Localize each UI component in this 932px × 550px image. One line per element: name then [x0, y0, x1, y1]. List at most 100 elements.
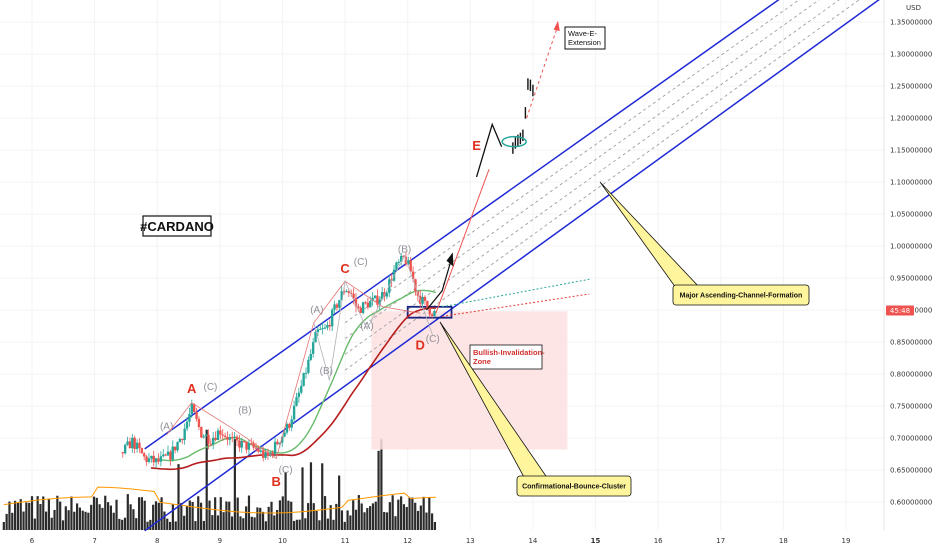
volume-bar — [419, 505, 422, 530]
volume-ma — [3, 486, 436, 514]
candle-body — [271, 452, 274, 455]
volume-bar — [197, 496, 200, 530]
volume-bar — [188, 500, 191, 530]
volume-bar — [2, 521, 5, 530]
volume-bar — [115, 499, 118, 530]
candle-body — [266, 452, 270, 456]
candle-body — [278, 442, 282, 445]
volume-bar — [149, 519, 152, 530]
volume-bar — [340, 510, 344, 530]
volume-bar — [307, 503, 310, 530]
candle-body — [311, 342, 315, 354]
candle-body — [147, 458, 151, 462]
candle-body — [309, 353, 312, 360]
volume-bar — [278, 500, 282, 530]
candle-body — [173, 446, 177, 451]
volume-bar — [177, 464, 180, 530]
volume-bar — [343, 521, 346, 530]
wave-label-minor: (A) — [360, 321, 373, 332]
wave-label-minor: (B) — [238, 406, 251, 417]
candle-body — [304, 372, 308, 374]
candle-body — [335, 304, 339, 308]
bounce-arrow-head — [446, 252, 454, 267]
candle-body — [392, 269, 396, 281]
volume-bar — [239, 516, 242, 530]
candle-body — [207, 434, 210, 444]
volume-bar — [146, 521, 149, 530]
candle-body — [411, 271, 415, 280]
candle-body — [281, 436, 284, 443]
candle-body — [326, 325, 329, 328]
volume-bar — [121, 519, 124, 530]
candle-body — [245, 441, 248, 450]
candle-body — [409, 260, 412, 272]
volume-bar — [174, 521, 177, 530]
volume-bar — [228, 501, 231, 530]
invalidation-label-border — [469, 344, 543, 370]
candle-body — [235, 436, 239, 441]
volume-bar — [383, 511, 386, 530]
volume-bar — [28, 502, 31, 530]
wave-labels: A B C D E (A) (C) (B) (C) (A) (C) (B) (A) (B) (C) — [160, 138, 481, 489]
symbol-title-border — [142, 215, 212, 237]
extension-box-line: Extension — [568, 38, 601, 47]
wave-label-major: D — [416, 338, 425, 353]
volume-bar — [166, 518, 169, 530]
candle-body — [214, 437, 217, 441]
candle-body — [166, 451, 170, 456]
volume-bar — [416, 510, 420, 530]
candle-body — [285, 423, 289, 433]
candle-body — [430, 314, 434, 316]
candle-body — [307, 359, 310, 373]
volume-bar — [13, 500, 17, 530]
x-tick-label: 16 — [654, 537, 663, 545]
candle-body — [231, 436, 234, 438]
candle-body — [154, 458, 158, 463]
volume-bar — [321, 463, 324, 530]
candle-body — [364, 302, 367, 304]
bounce-arrow — [426, 258, 453, 311]
y-tick-label: 1.10000000 — [890, 179, 932, 187]
candle-body — [138, 442, 141, 449]
extension-arrow-head — [553, 20, 560, 31]
volume-bar — [369, 506, 372, 530]
candle-body — [143, 453, 146, 457]
volume-bar — [290, 501, 293, 530]
wave-label-minor: (C) — [426, 334, 440, 345]
invalidation-label-line: Bullish-Invalidation- — [473, 348, 545, 357]
ma-green — [150, 289, 437, 462]
volume-bar — [106, 502, 110, 530]
volume-bar — [199, 502, 203, 530]
wave-label-minor: (C) — [279, 465, 293, 476]
candle-body — [397, 261, 401, 263]
volume-bar — [357, 495, 360, 530]
candle-body — [378, 299, 381, 305]
volume-bar — [90, 504, 93, 530]
y-tick-label: 0.65000000 — [890, 467, 932, 475]
x-tick-label: 11 — [341, 537, 350, 545]
volume-bar — [171, 504, 174, 530]
candle-body — [340, 291, 343, 301]
bounce-cluster-callout: Confirmational-Bounce-Cluster — [439, 321, 632, 497]
volume-bar — [360, 503, 363, 530]
candle-body — [242, 440, 246, 442]
volume-bar — [183, 515, 186, 530]
volume-bar — [50, 517, 53, 530]
y-tick-label: 1.35000000 — [890, 19, 932, 27]
volume-bar — [30, 496, 34, 530]
candle-body — [247, 443, 251, 450]
volume-bar — [256, 507, 259, 530]
volume-bar — [61, 520, 65, 530]
y-axis-panel[interactable] — [884, 0, 932, 550]
extension-arrow-line — [526, 25, 559, 119]
volume-bar — [22, 511, 25, 530]
candle-body — [123, 444, 127, 454]
volume-bar — [11, 512, 14, 530]
volume-bar — [264, 521, 267, 530]
candle-body — [300, 385, 303, 393]
candle-body — [366, 302, 370, 308]
candle-body — [216, 430, 220, 441]
y-tick-label: 0.95000000 — [890, 275, 932, 283]
volume-bar — [44, 511, 48, 530]
volume-bar — [67, 510, 70, 530]
